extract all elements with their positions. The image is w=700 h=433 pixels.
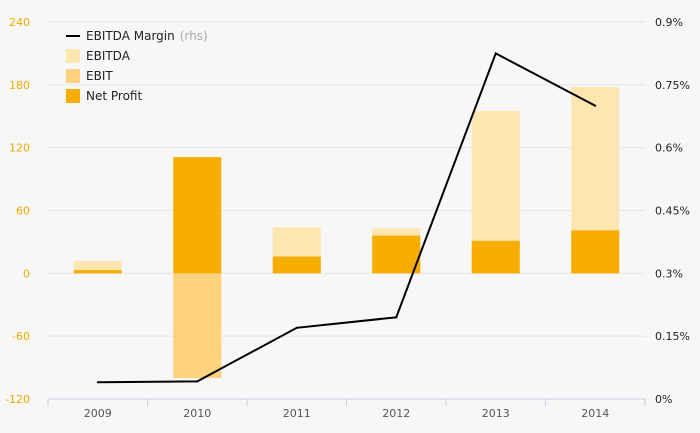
bar-ebit (173, 273, 222, 379)
line-point (295, 326, 298, 329)
legend-swatch (66, 89, 80, 103)
legend-label-suffix: (rhs) (180, 29, 208, 43)
x-tick-label: 2013 (482, 407, 510, 420)
line-point (96, 381, 99, 384)
line-point (594, 104, 597, 107)
bar-net-profit (372, 235, 421, 274)
legend-label: EBITDA (86, 49, 131, 63)
x-tick-label: 2012 (382, 407, 410, 420)
line-point (494, 52, 497, 55)
legend: EBITDA Margin (rhs) EBITDA EBIT Net Profit (66, 29, 208, 103)
x-tick-label: 2011 (283, 407, 311, 420)
left-tick-label: 0 (23, 267, 30, 280)
legend-label: Net Profit (86, 89, 142, 103)
left-tick-label: 60 (16, 205, 30, 218)
gridlines (48, 21, 645, 400)
left-tick-label: 120 (9, 142, 30, 155)
right-tick-label: 0% (655, 393, 672, 406)
left-tick-label: -60 (12, 330, 30, 343)
bars (73, 86, 620, 379)
x-axis: 2009 2010 2011 2012 2013 2014 (47, 398, 646, 420)
legend-label: EBIT (86, 69, 113, 83)
right-tick-label: 0.6% (655, 142, 683, 155)
legend-swatch (66, 69, 80, 83)
bar-net-profit (173, 157, 222, 274)
left-axis: 240 180 120 60 0 -60 -120 (5, 16, 30, 406)
legend-swatch (66, 49, 80, 63)
right-tick-label: 0.3% (655, 267, 683, 280)
right-tick-label: 0.15% (655, 330, 690, 343)
bar-net-profit (73, 270, 122, 274)
bar-net-profit (471, 240, 520, 274)
bar-net-profit (571, 230, 620, 274)
line-series (96, 52, 597, 384)
legend-label: EBITDA Margin (rhs) (86, 29, 208, 43)
left-tick-label: -120 (5, 393, 30, 406)
x-tick-label: 2009 (84, 407, 112, 420)
bar-net-profit (272, 256, 321, 274)
right-tick-label: 0.45% (655, 205, 690, 218)
right-tick-label: 0.9% (655, 16, 683, 29)
line-point (395, 316, 398, 319)
left-tick-label: 240 (9, 16, 30, 29)
right-axis: 0.9% 0.75% 0.6% 0.45% 0.3% 0.15% 0% (655, 16, 690, 406)
x-tick-label: 2010 (183, 407, 211, 420)
line-ebitda-margin (97, 52, 596, 384)
right-tick-label: 0.75% (655, 79, 690, 92)
line-point (196, 380, 199, 383)
left-tick-label: 180 (9, 79, 30, 92)
x-tick-label: 2014 (581, 407, 609, 420)
